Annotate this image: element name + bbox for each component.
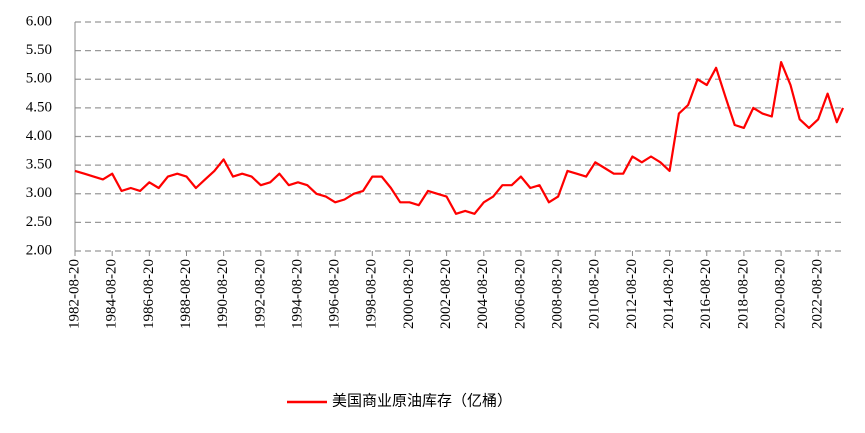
x-tick-label: 2018-08-20 <box>735 259 751 329</box>
x-tick-label: 1982-08-20 <box>66 259 82 329</box>
x-tick-label: 1990-08-20 <box>215 259 231 329</box>
x-tick-label: 2020-08-20 <box>773 259 789 329</box>
data-line <box>74 61 845 215</box>
y-tick-label: 5.00 <box>26 71 52 87</box>
x-tick-label: 2012-08-20 <box>624 259 640 329</box>
x-tick-label: 2014-08-20 <box>661 259 677 329</box>
y-tick-label: 2.50 <box>26 214 52 230</box>
x-tick-label: 1996-08-20 <box>327 259 343 329</box>
legend-label: 美国商业原油库存（亿桶） <box>332 392 512 409</box>
x-tick-label: 2000-08-20 <box>401 259 417 329</box>
x-tick-label: 1994-08-20 <box>289 259 305 329</box>
y-tick-label: 3.50 <box>26 157 52 173</box>
y-tick-label: 5.50 <box>26 42 52 58</box>
y-tick-label: 6.00 <box>26 13 52 29</box>
x-tick-label: 2004-08-20 <box>475 259 491 329</box>
x-tick-label: 2008-08-20 <box>550 259 566 329</box>
x-tick-label: 1986-08-20 <box>141 259 157 329</box>
x-tick-label: 2010-08-20 <box>587 259 603 329</box>
y-tick-label: 4.00 <box>26 128 52 144</box>
x-tick-label: 1988-08-20 <box>178 259 194 329</box>
x-tick-label: 2016-08-20 <box>698 259 714 329</box>
y-tick-label: 2.00 <box>26 242 52 258</box>
y-tick-label: 4.50 <box>26 99 52 115</box>
x-tick-label: 1992-08-20 <box>252 259 268 329</box>
y-tick-label: 3.00 <box>26 185 52 201</box>
x-tick-label: 2002-08-20 <box>438 259 454 329</box>
x-tick-label: 2022-08-20 <box>810 259 826 329</box>
x-tick-label: 1998-08-20 <box>364 259 380 329</box>
x-tick-label: 1984-08-20 <box>104 259 120 329</box>
x-tick-label: 2006-08-20 <box>512 259 528 329</box>
